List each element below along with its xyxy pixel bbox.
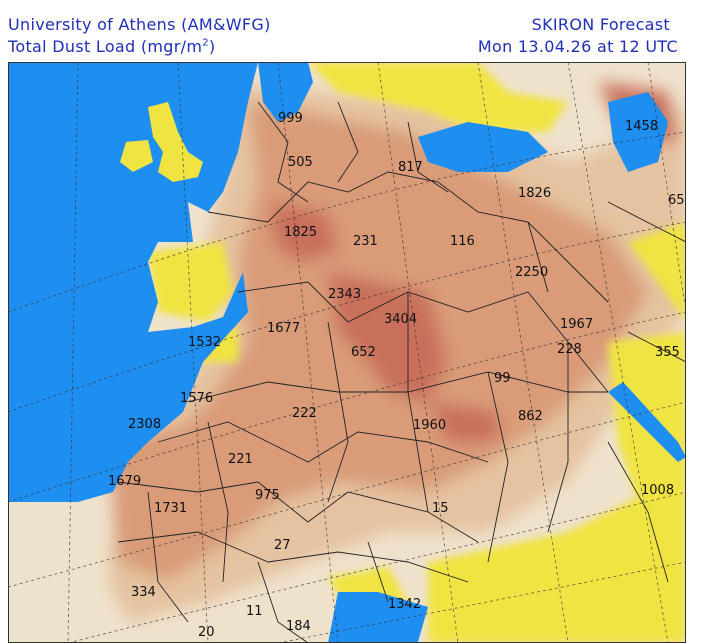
value-label: 652 [351,345,376,360]
value-label: 11 [246,604,263,619]
clear-north-europe [308,62,568,132]
institution-title: University of Athens (AM&WFG) [8,15,271,34]
value-label: 184 [286,619,311,634]
value-label: 3404 [384,312,417,327]
value-label: 1826 [518,186,551,201]
great-britain [148,102,203,182]
graticule [8,62,686,643]
value-label: 1576 [180,391,213,406]
ireland [120,140,153,172]
value-label: 2343 [328,287,361,302]
value-label: 999 [278,111,303,126]
baltic-sea [258,62,313,122]
value-label: 1532 [188,335,221,350]
gulf-of-guinea [328,592,428,643]
clear-east-africa [428,482,686,643]
dust-load-map: 999 505 817 1458 1826 65 1825 231 116 22… [8,62,686,643]
dust-field [108,82,686,622]
clear-east [628,222,686,322]
value-label: 1960 [413,418,446,433]
value-label: 228 [557,342,582,357]
variable-exponent: 2 [202,37,209,49]
red-sea [608,382,686,462]
value-label: 116 [450,234,475,249]
value-label: 231 [353,234,378,249]
value-label: 1008 [641,483,674,498]
value-label: 355 [655,345,680,360]
value-label: 1342 [388,597,421,612]
dust-peak-italy [273,202,338,262]
value-label: 505 [288,155,313,170]
value-label: 2250 [515,265,548,280]
variable-title: Total Dust Load (mgr/m2) [8,37,215,56]
value-label: 99 [494,371,511,386]
value-label: 1731 [154,501,187,516]
caspian-sea [608,92,668,172]
black-sea [418,122,548,172]
value-label: 1679 [108,474,141,489]
value-label: 27 [274,538,291,553]
dust-peak-libya [428,402,498,442]
value-label: 1825 [284,225,317,240]
value-label: 862 [518,409,543,424]
variable-title-text: Total Dust Load (mgr/m [8,37,203,56]
british-isles [120,102,203,182]
clear-iberia [148,242,233,322]
value-label: 1458 [625,119,658,134]
value-labels: 999 505 817 1458 1826 65 1825 231 116 22… [108,111,685,640]
valid-time: Mon 13.04.26 at 12 UTC [477,37,678,56]
dust-high-region-sw [108,422,238,582]
variable-title-close: ) [208,37,216,56]
value-label: 222 [292,406,317,421]
value-label: 2308 [128,417,161,432]
value-label: 221 [228,452,253,467]
country-borders [117,101,686,643]
value-label: 975 [255,488,280,503]
value-label: 1677 [267,321,300,336]
value-label: 65 [668,193,685,208]
value-label: 817 [398,160,423,175]
value-label: 15 [432,501,449,516]
value-label: 20 [198,625,215,640]
model-title: SKIRON Forecast [531,15,670,34]
dust-peak-central [328,272,448,402]
value-label: 1967 [560,317,593,332]
value-label: 334 [131,585,156,600]
